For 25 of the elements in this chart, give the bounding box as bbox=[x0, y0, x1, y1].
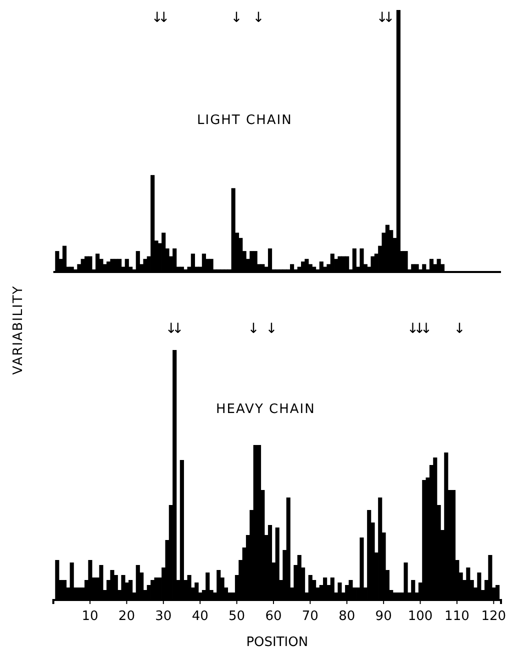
annotation: ↓↓ bbox=[151, 10, 167, 26]
x-tick-label: 10 bbox=[82, 609, 98, 624]
x-tick-label: 40 bbox=[192, 609, 208, 624]
text: ↓↓↓ bbox=[406, 321, 430, 337]
x-tick-label: 50 bbox=[228, 609, 246, 624]
x-tick-label: 70 bbox=[302, 609, 318, 624]
text: ↓ bbox=[248, 321, 257, 337]
x-tick-label: 20 bbox=[118, 609, 135, 624]
text: ↓ bbox=[454, 321, 463, 337]
y-axis-title: VARIABILITY bbox=[11, 285, 26, 375]
x-tick-label: 90 bbox=[375, 609, 392, 624]
text: HEAVY CHAIN bbox=[216, 402, 316, 417]
x-tick-label: 60 bbox=[265, 609, 282, 624]
x-tick-label: 110 bbox=[444, 609, 470, 624]
x-tick-label: 80 bbox=[338, 609, 356, 624]
annotation: ↓↓ bbox=[376, 10, 392, 26]
annotation: ↓ bbox=[252, 10, 262, 26]
x-tick-label: 30 bbox=[155, 609, 172, 624]
x-axis-title: POSITION bbox=[246, 635, 308, 650]
text: ↓↓ bbox=[165, 321, 181, 337]
annotation: ↓ bbox=[230, 10, 240, 26]
text: LIGHT CHAIN bbox=[197, 113, 292, 128]
text: ↓ bbox=[266, 321, 275, 337]
x-tick-label: 100 bbox=[408, 609, 433, 624]
x-tick-label: 120 bbox=[481, 609, 506, 624]
